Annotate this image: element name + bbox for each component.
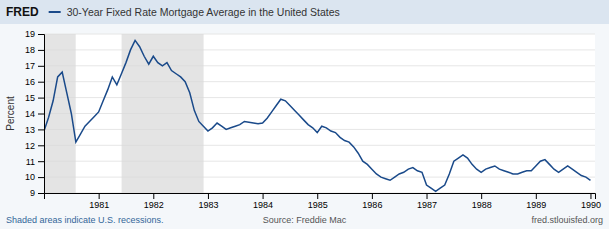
y-tick-mark <box>38 82 44 83</box>
x-tick-mark <box>208 193 209 199</box>
footer-source: Source: Freddie Mac <box>263 215 347 225</box>
y-tick: 9 <box>30 188 44 198</box>
x-tick-label: 1986 <box>362 200 382 210</box>
x-tick: 1987 <box>417 193 437 210</box>
y-tick: 10 <box>25 172 44 182</box>
y-tick-mark <box>38 66 44 67</box>
y-tick: 19 <box>25 29 44 39</box>
x-tick: 1990 <box>581 193 601 210</box>
y-tick-label: 11 <box>26 157 35 167</box>
y-axis-line <box>38 35 45 194</box>
x-tick-mark <box>153 193 154 199</box>
x-tick: 1989 <box>526 193 546 210</box>
y-axis: 9 10 11 12 13 14 15 16 17 18 19 <box>25 29 45 198</box>
x-axis: 1981 1982 1983 1984 1985 1986 1987 1988 1989 1990 <box>45 193 601 210</box>
header-background <box>0 0 609 24</box>
y-tick-mark <box>38 145 44 146</box>
x-tick: 1983 <box>198 193 218 210</box>
y-tick-label: 12 <box>25 141 35 151</box>
y-tick: 17 <box>25 61 44 71</box>
y-tick-label: 10 <box>25 172 35 182</box>
y-tick-mark <box>38 50 44 51</box>
y-tick: 16 <box>25 77 44 87</box>
y-tick-label: 14 <box>25 109 35 119</box>
y-tick: 11 <box>26 157 44 167</box>
y-tick: 15 <box>25 93 44 103</box>
y-tick-mark <box>38 114 44 115</box>
x-tick: 1984 <box>253 193 273 210</box>
x-tick-label: 1984 <box>253 200 273 210</box>
x-tick-mark <box>427 193 428 199</box>
x-tick: 1981 <box>89 193 109 210</box>
title-swatch <box>49 11 61 13</box>
x-tick-mark <box>590 193 591 199</box>
x-tick-label: 1981 <box>89 200 109 210</box>
grid <box>44 34 595 193</box>
y-tick-label: 19 <box>25 29 35 39</box>
brand: FRED <box>6 5 39 19</box>
y-tick-mark <box>38 161 44 162</box>
recession-band <box>122 34 204 193</box>
y-tick: 18 <box>25 45 44 55</box>
y-tick-mark <box>38 193 44 194</box>
y-tick-mark <box>38 34 44 35</box>
line <box>44 40 590 191</box>
x-tick-label: 1982 <box>144 200 164 210</box>
y-tick-label: 16 <box>25 77 35 87</box>
x-tick-label: 1983 <box>198 200 218 210</box>
y-tick-label: 13 <box>25 125 35 135</box>
y-tick-label: 18 <box>25 45 35 55</box>
plot-background <box>44 34 595 193</box>
x-tick-label: 1985 <box>308 200 328 210</box>
x-tick-label: 1987 <box>417 200 437 210</box>
x-tick-mark <box>536 193 537 199</box>
footer-site: fred.stlouisfed.org <box>531 215 603 225</box>
y-tick: 12 <box>25 141 44 151</box>
y-axis-title: Percent <box>5 96 16 131</box>
title: 30-Year Fixed Rate Mortgage Average in t… <box>67 6 340 18</box>
x-tick: 1982 <box>144 193 164 210</box>
chart: FRED 30-Year Fixed Rate Mortgage Average … <box>0 0 609 229</box>
x-tick-label: 1990 <box>581 200 601 210</box>
x-tick-mark <box>263 193 264 199</box>
y-tick-mark <box>38 177 44 178</box>
x-tick-mark <box>481 193 482 199</box>
x-tick-mark <box>317 193 318 199</box>
plot: 1981 1982 1983 1984 1985 1986 1987 1988 1989 1990… <box>25 29 601 210</box>
y-tick-mark <box>38 98 44 99</box>
x-tick-label: 1989 <box>526 200 546 210</box>
marks <box>44 34 590 193</box>
x-tick: 1986 <box>362 193 382 210</box>
x-tick-mark <box>372 193 373 199</box>
x-tick: 1988 <box>472 193 492 210</box>
x-tick-label: 1988 <box>472 200 492 210</box>
footer-note: Shaded areas indicate U.S. recessions. <box>6 215 164 225</box>
y-tick-label: 17 <box>25 61 35 71</box>
x-tick: 1985 <box>308 193 328 210</box>
y-tick: 13 <box>25 125 44 135</box>
x-axis-line <box>45 194 596 200</box>
y-tick-label: 9 <box>30 188 35 198</box>
y-tick: 14 <box>25 109 44 119</box>
x-tick-mark <box>99 193 100 199</box>
y-tick-mark <box>38 129 44 130</box>
y-tick-label: 15 <box>25 93 35 103</box>
